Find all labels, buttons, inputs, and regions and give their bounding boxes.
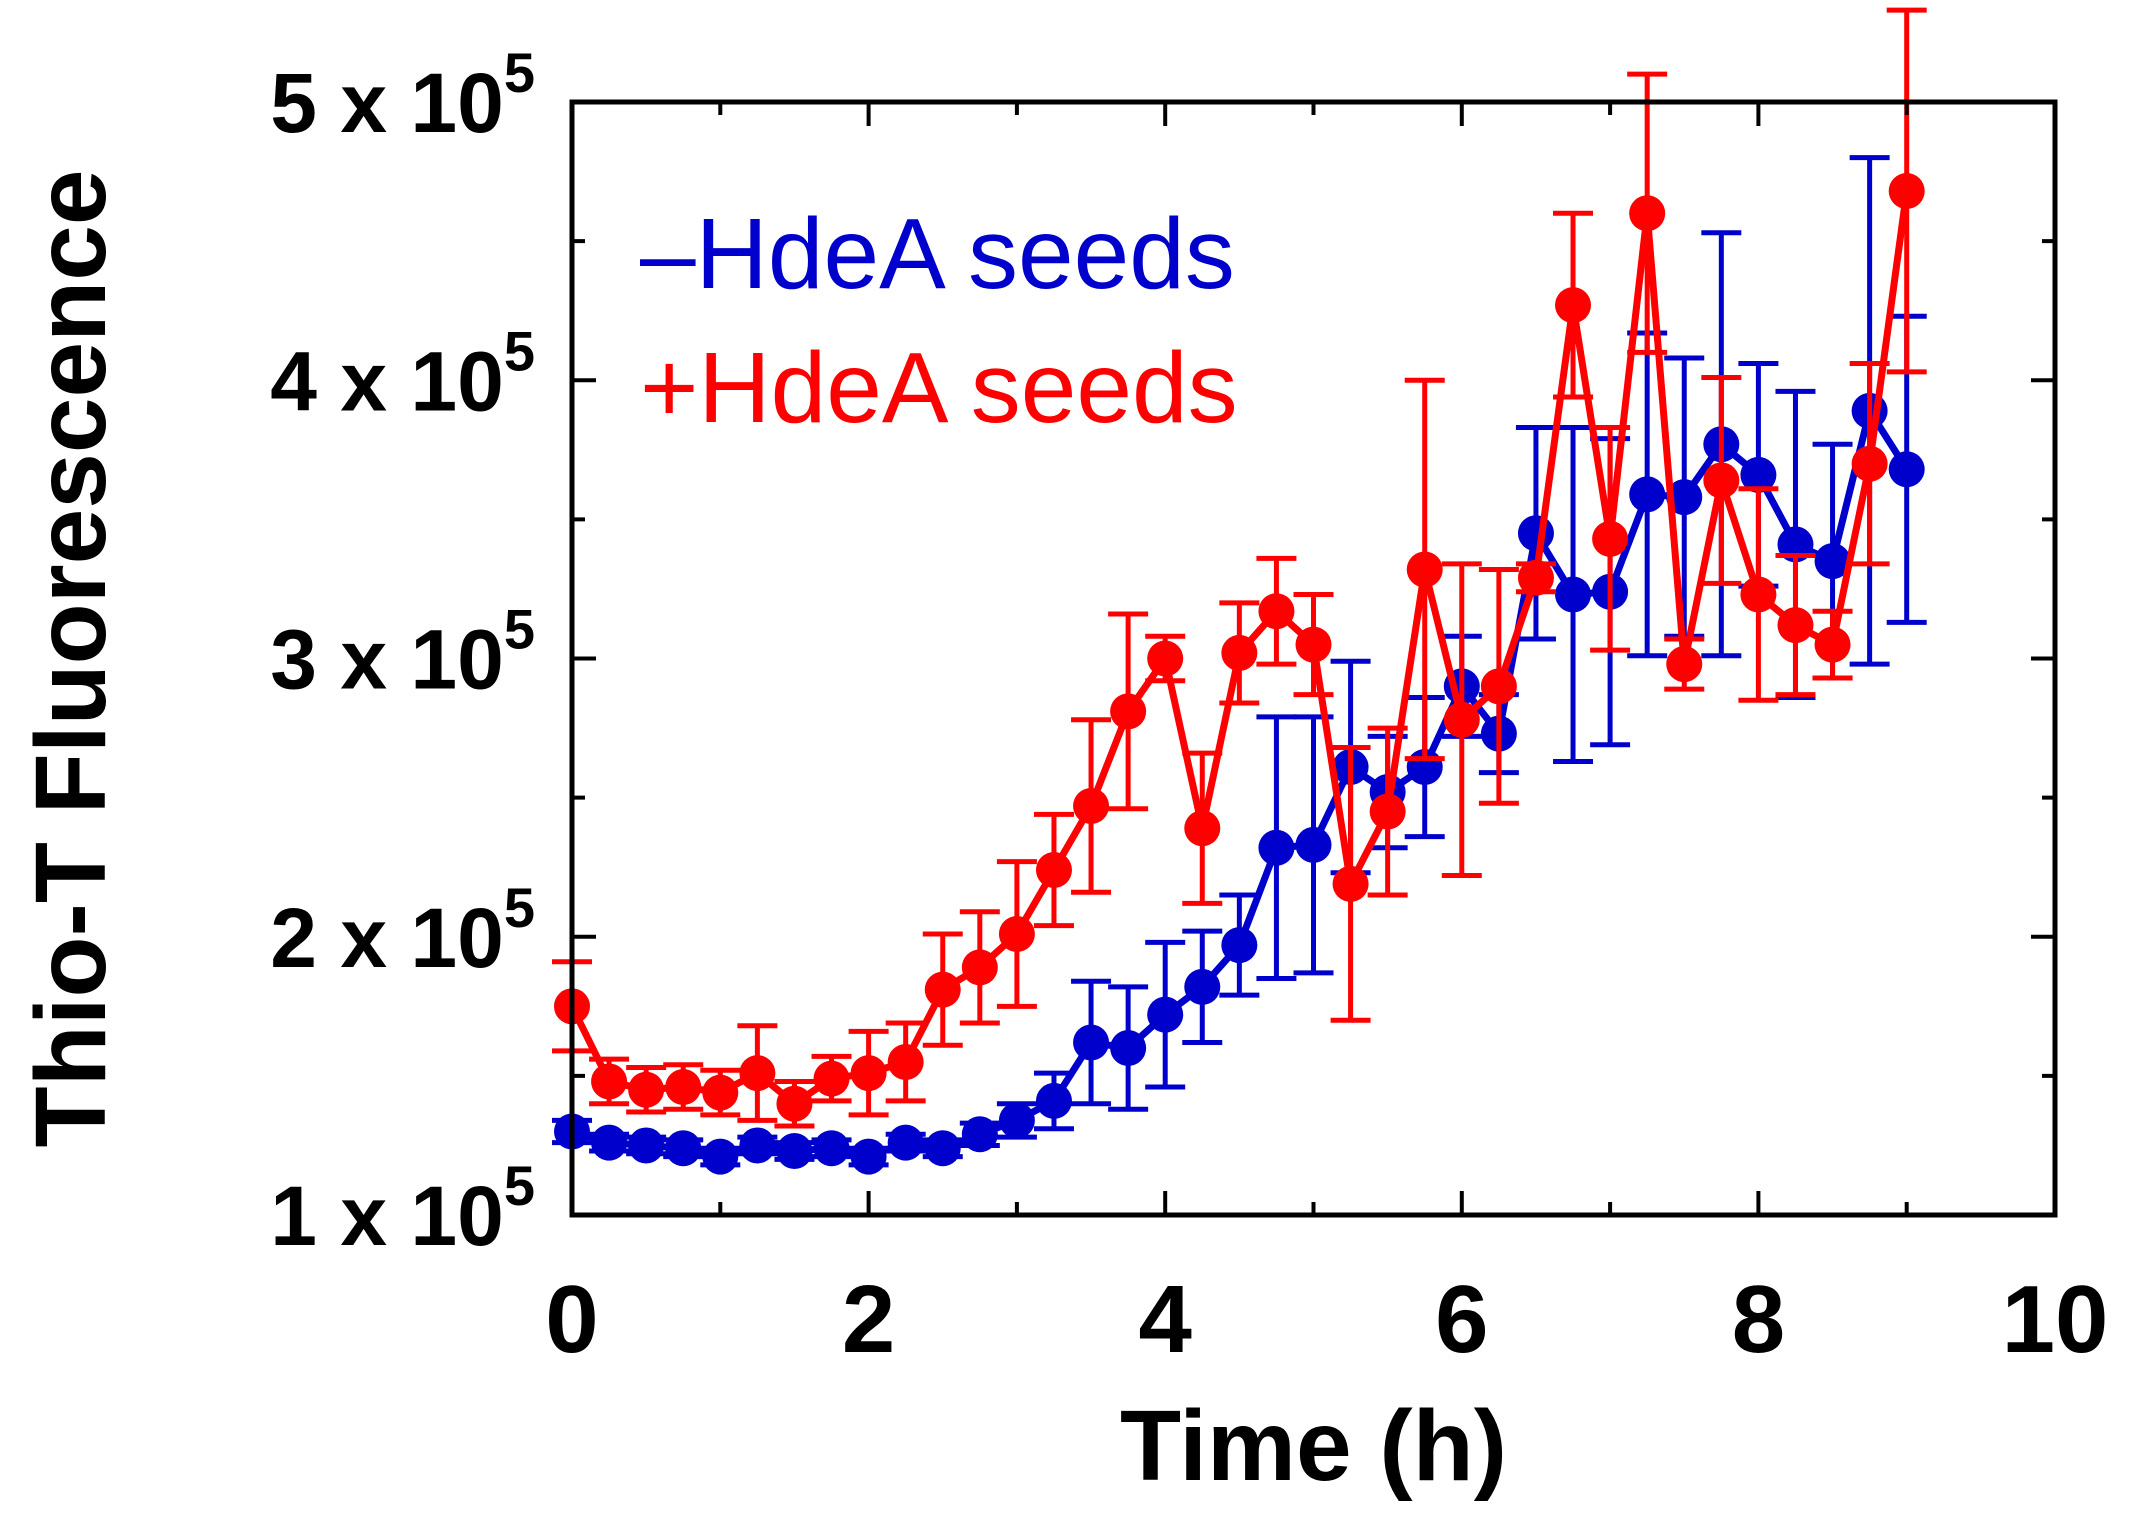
- data-point: [739, 1127, 776, 1164]
- series-0: [552, 155, 1927, 1175]
- data-point: [850, 1138, 887, 1175]
- x-tick-labels: 0 2 4 6 8 10: [545, 1266, 2108, 1373]
- data-point: [1555, 287, 1592, 324]
- legend-entry: –HdeA seeds: [640, 198, 1235, 310]
- data-point: [1073, 787, 1110, 824]
- y-axis-title: Thio-T Fluorescence: [15, 170, 127, 1148]
- data-point: [665, 1130, 702, 1167]
- data-point: [1814, 626, 1851, 663]
- data-point: [702, 1074, 739, 1111]
- data-point: [850, 1055, 887, 1092]
- data-point: [1258, 829, 1295, 866]
- data-point: [591, 1124, 628, 1161]
- data-point: [813, 1060, 850, 1097]
- data-point: [1035, 851, 1072, 888]
- data-point: [998, 915, 1035, 952]
- data-point: [1184, 810, 1221, 847]
- data-point: [776, 1085, 813, 1122]
- data-point: [1147, 640, 1184, 677]
- data-point: [961, 949, 998, 986]
- data-point: [924, 1130, 961, 1167]
- data-point: [1517, 559, 1554, 596]
- data-point: [1814, 543, 1851, 580]
- data-point: [665, 1069, 702, 1106]
- data-point: [1592, 520, 1629, 557]
- data-point: [1740, 576, 1777, 613]
- data-point: [1629, 476, 1666, 513]
- data-point: [1851, 445, 1888, 482]
- data-point: [1443, 701, 1480, 738]
- legend-entry: +HdeA seeds: [640, 332, 1238, 444]
- x-tick-label: 8: [1732, 1266, 1785, 1373]
- data-point: [887, 1124, 924, 1161]
- y-tick-label: 5 x 105: [270, 41, 535, 150]
- tick-layer: [570, 100, 2057, 1217]
- data-point: [1888, 451, 1925, 488]
- y-tick-labels: 1 x 105 2 x 105 3 x 105 4 x 105 5 x 105: [270, 41, 535, 1263]
- series-1: [552, 7, 1927, 1129]
- data-point: [1777, 607, 1814, 644]
- data-point: [1295, 826, 1332, 863]
- data-point: [1035, 1082, 1072, 1119]
- y-tick-label: 1 x 105: [270, 1154, 535, 1263]
- y-tick-label: 4 x 105: [270, 319, 535, 428]
- data-point: [1406, 551, 1443, 588]
- data-point: [1480, 668, 1517, 705]
- data-point: [776, 1133, 813, 1170]
- data-point: [1555, 576, 1592, 613]
- data-point: [628, 1127, 665, 1164]
- y-tick-label: 2 x 105: [270, 876, 535, 985]
- data-point: [1258, 593, 1295, 630]
- data-point: [591, 1063, 628, 1100]
- y-tick-label: 3 x 105: [270, 598, 535, 707]
- data-point: [961, 1116, 998, 1153]
- series-line: [570, 407, 1910, 1161]
- data-point: [1295, 626, 1332, 663]
- data-point: [1666, 479, 1703, 516]
- data-point: [1221, 634, 1258, 671]
- data-point: [739, 1055, 776, 1092]
- data-point: [1221, 927, 1258, 964]
- x-tick-label: 4: [1139, 1266, 1192, 1373]
- data-point: [1666, 646, 1703, 683]
- data-point: [1888, 173, 1925, 210]
- data-point: [1073, 1024, 1110, 1061]
- data-point: [1369, 793, 1406, 830]
- data-point: [1517, 515, 1554, 552]
- series-layer: [552, 7, 1927, 1175]
- data-point: [1703, 462, 1740, 499]
- legend: –HdeA seeds +HdeA seeds: [640, 198, 1238, 444]
- x-tick-label: 2: [842, 1266, 895, 1373]
- x-tick-label: 6: [1435, 1266, 1488, 1373]
- data-point: [1110, 1030, 1147, 1067]
- data-point: [1332, 865, 1369, 902]
- data-point: [1184, 968, 1221, 1005]
- x-tick-label: 0: [545, 1266, 598, 1373]
- x-tick-label: 10: [2002, 1266, 2109, 1373]
- data-point: [924, 971, 961, 1008]
- data-point: [1110, 693, 1147, 730]
- data-point: [998, 1102, 1035, 1139]
- data-point: [887, 1043, 924, 1080]
- data-point: [1629, 195, 1666, 232]
- data-point: [702, 1138, 739, 1175]
- data-point: [1740, 456, 1777, 493]
- data-point: [628, 1071, 665, 1108]
- data-point: [1147, 996, 1184, 1033]
- x-axis-title: Time (h): [1120, 1390, 1507, 1502]
- data-point: [813, 1130, 850, 1167]
